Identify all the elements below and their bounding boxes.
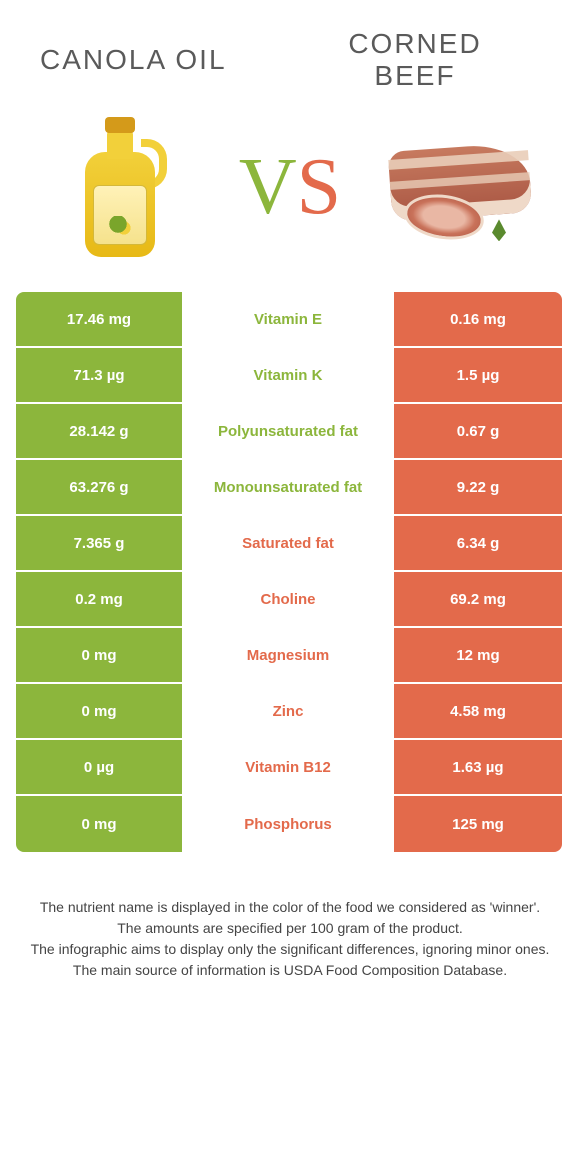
footnote-line: The main source of information is USDA F… xyxy=(30,960,550,981)
table-row: 0.2 mgCholine69.2 mg xyxy=(16,572,564,628)
left-value: 0 mg xyxy=(16,684,184,740)
table-row: 28.142 gPolyunsaturated fat0.67 g xyxy=(16,404,564,460)
right-value: 1.5 µg xyxy=(394,348,562,404)
table-row: 0 µgVitamin B121.63 µg xyxy=(16,740,564,796)
nutrient-label: Polyunsaturated fat xyxy=(184,404,394,460)
canola-oil-icon xyxy=(75,117,165,257)
left-value: 71.3 µg xyxy=(16,348,184,404)
nutrient-label: Vitamin B12 xyxy=(184,740,394,796)
right-value: 6.34 g xyxy=(394,516,562,572)
left-food-image xyxy=(40,112,200,262)
right-value: 9.22 g xyxy=(394,460,562,516)
vs-s: S xyxy=(297,143,342,231)
left-value: 28.142 g xyxy=(16,404,184,460)
nutrient-label: Saturated fat xyxy=(184,516,394,572)
nutrient-label: Magnesium xyxy=(184,628,394,684)
right-value: 69.2 mg xyxy=(394,572,562,628)
table-row: 17.46 mgVitamin E0.16 mg xyxy=(16,292,564,348)
nutrient-label: Vitamin K xyxy=(184,348,394,404)
left-value: 0 mg xyxy=(16,628,184,684)
nutrient-label: Vitamin E xyxy=(184,292,394,348)
right-value: 12 mg xyxy=(394,628,562,684)
left-value: 0.2 mg xyxy=(16,572,184,628)
table-row: 63.276 gMonounsaturated fat9.22 g xyxy=(16,460,564,516)
right-value: 0.67 g xyxy=(394,404,562,460)
footnote-line: The infographic aims to display only the… xyxy=(30,939,550,960)
left-value: 17.46 mg xyxy=(16,292,184,348)
right-food-title: CORNED BEEF xyxy=(290,28,540,92)
vs-label: VS xyxy=(239,142,341,233)
right-value: 0.16 mg xyxy=(394,292,562,348)
nutrient-table: 17.46 mgVitamin E0.16 mg71.3 µgVitamin K… xyxy=(16,292,564,852)
right-value: 125 mg xyxy=(394,796,562,852)
vs-row: VS xyxy=(0,102,580,292)
nutrient-label: Choline xyxy=(184,572,394,628)
footnote: The nutrient name is displayed in the co… xyxy=(30,897,550,981)
header: CANOLA OIL CORNED BEEF xyxy=(0,0,580,102)
table-row: 71.3 µgVitamin K1.5 µg xyxy=(16,348,564,404)
nutrient-label: Monounsaturated fat xyxy=(184,460,394,516)
right-value: 1.63 µg xyxy=(394,740,562,796)
table-row: 7.365 gSaturated fat6.34 g xyxy=(16,516,564,572)
footnote-line: The nutrient name is displayed in the co… xyxy=(30,897,550,918)
corned-beef-icon xyxy=(380,127,540,247)
vs-v: V xyxy=(239,143,297,231)
left-value: 0 µg xyxy=(16,740,184,796)
left-food-title: CANOLA OIL xyxy=(40,44,290,76)
right-value: 4.58 mg xyxy=(394,684,562,740)
left-value: 7.365 g xyxy=(16,516,184,572)
footnote-line: The amounts are specified per 100 gram o… xyxy=(30,918,550,939)
right-food-title-line2: BEEF xyxy=(290,60,540,92)
left-value: 63.276 g xyxy=(16,460,184,516)
right-food-title-line1: CORNED xyxy=(290,28,540,60)
right-food-image xyxy=(380,112,540,262)
table-row: 0 mgZinc4.58 mg xyxy=(16,684,564,740)
table-row: 0 mgPhosphorus125 mg xyxy=(16,796,564,852)
nutrient-label: Zinc xyxy=(184,684,394,740)
left-value: 0 mg xyxy=(16,796,184,852)
table-row: 0 mgMagnesium12 mg xyxy=(16,628,564,684)
nutrient-label: Phosphorus xyxy=(184,796,394,852)
